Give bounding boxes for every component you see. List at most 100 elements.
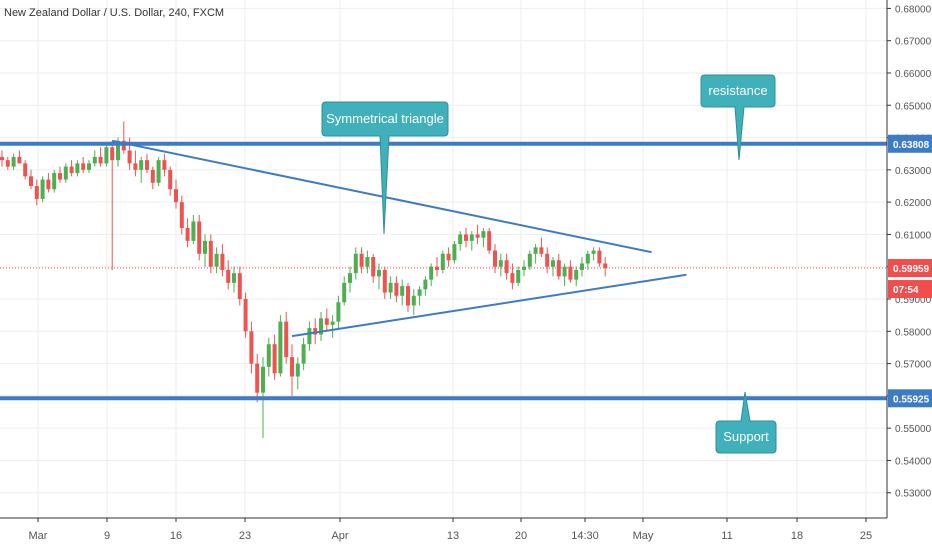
time-tick-label: 25 bbox=[860, 530, 872, 542]
price-tick-label: 0.67000 bbox=[895, 37, 932, 48]
candle-body bbox=[255, 363, 260, 393]
candle-body bbox=[168, 169, 173, 190]
candle-body bbox=[92, 156, 97, 164]
resistance-callout-label: resistance bbox=[708, 83, 767, 98]
candle-body bbox=[475, 234, 480, 238]
time-tick-label: 13 bbox=[447, 530, 459, 542]
price-tick-label: 0.55000 bbox=[895, 424, 932, 435]
candle-body bbox=[591, 250, 596, 254]
candle-body bbox=[46, 179, 51, 190]
candle-body bbox=[498, 260, 503, 267]
candle-body bbox=[208, 240, 213, 267]
candle-body bbox=[382, 269, 387, 293]
time-tick-label: 23 bbox=[239, 530, 251, 542]
candle-body bbox=[0, 156, 4, 161]
candle-body bbox=[191, 221, 196, 241]
candle-body bbox=[330, 321, 335, 325]
candle-body bbox=[23, 163, 28, 177]
candle-body bbox=[313, 328, 318, 335]
candle-body bbox=[40, 179, 45, 199]
time-axis-bg bbox=[0, 518, 887, 550]
candle-body bbox=[446, 253, 451, 261]
candle-body bbox=[336, 302, 341, 322]
candle-body bbox=[5, 160, 10, 167]
candle-body bbox=[220, 253, 225, 270]
candle-body bbox=[69, 166, 74, 174]
price-tick-label: 0.58000 bbox=[895, 327, 932, 338]
candle-body bbox=[266, 344, 271, 367]
candle-body bbox=[185, 227, 190, 241]
trendline-lower bbox=[291, 273, 687, 338]
candle-body bbox=[52, 173, 57, 190]
candle-body bbox=[452, 244, 457, 261]
candle-body bbox=[29, 176, 33, 186]
resistance-callout-bubble bbox=[700, 74, 776, 161]
candle-body bbox=[104, 147, 109, 164]
candle-body bbox=[429, 266, 434, 280]
time-tick-label: 20 bbox=[515, 530, 527, 542]
candle-body bbox=[400, 286, 405, 296]
current-price-badge: 0.59959 bbox=[893, 264, 930, 275]
price-tick-label: 0.65000 bbox=[895, 101, 932, 112]
candle-body bbox=[487, 231, 492, 251]
support-price-badge-bg bbox=[888, 389, 932, 408]
candle-body bbox=[127, 150, 132, 164]
candle-body bbox=[394, 282, 399, 296]
candle-body bbox=[423, 279, 428, 290]
candle-body bbox=[150, 169, 155, 183]
candle-body bbox=[284, 321, 289, 358]
candle-body bbox=[249, 331, 254, 364]
candle-body bbox=[324, 318, 329, 325]
candle-body bbox=[539, 247, 544, 254]
candle-body bbox=[34, 185, 39, 199]
time-tick-label: 18 bbox=[791, 530, 803, 542]
support-callout: Support bbox=[715, 391, 777, 454]
candle-body bbox=[568, 266, 573, 280]
candle-body bbox=[58, 173, 62, 180]
candle-body bbox=[139, 160, 144, 170]
price-tick-label: 0.61000 bbox=[895, 230, 932, 241]
candle-body bbox=[585, 253, 590, 264]
candle-body bbox=[116, 140, 120, 161]
time-tick-label: Apr bbox=[331, 530, 348, 542]
price-tick-label: 0.53000 bbox=[895, 489, 932, 500]
candle-body bbox=[353, 253, 358, 274]
candle-body bbox=[145, 160, 149, 170]
candle-body bbox=[545, 253, 550, 267]
candle-body bbox=[469, 234, 474, 241]
candle-body bbox=[411, 295, 416, 306]
axis-corner bbox=[887, 518, 932, 550]
current-price-badge-bg bbox=[888, 259, 932, 278]
candle-body bbox=[365, 257, 370, 267]
candle-body bbox=[348, 273, 352, 283]
time-tick-label: 9 bbox=[104, 530, 110, 542]
candle-body bbox=[597, 250, 602, 264]
candle-body bbox=[11, 156, 16, 167]
candle-body bbox=[481, 231, 486, 238]
triangle-callout: Symmetrical triangle bbox=[321, 101, 449, 235]
candle-body bbox=[98, 156, 103, 164]
candle-body bbox=[377, 269, 381, 277]
price-tick-label: 0.59000 bbox=[895, 295, 932, 306]
candle-body bbox=[133, 163, 138, 170]
candle-body bbox=[464, 234, 468, 241]
candle-body bbox=[232, 273, 236, 283]
candle-body bbox=[162, 160, 167, 170]
candle-body bbox=[179, 202, 184, 228]
candle-body bbox=[237, 273, 242, 300]
support-callout-label: Support bbox=[723, 429, 769, 444]
resistance-price-badge-bg bbox=[888, 134, 932, 153]
triangle-callout-bubble bbox=[321, 101, 449, 235]
candle-body bbox=[295, 363, 300, 377]
price-tick-label: 0.62000 bbox=[895, 198, 932, 209]
candle-body bbox=[63, 166, 68, 180]
candle-body bbox=[493, 250, 497, 267]
candle-body bbox=[435, 266, 439, 270]
candle-body bbox=[81, 163, 86, 170]
candle-body bbox=[406, 286, 410, 306]
candle-body bbox=[290, 357, 294, 377]
candle-body bbox=[278, 321, 283, 374]
candle-body bbox=[359, 253, 364, 267]
